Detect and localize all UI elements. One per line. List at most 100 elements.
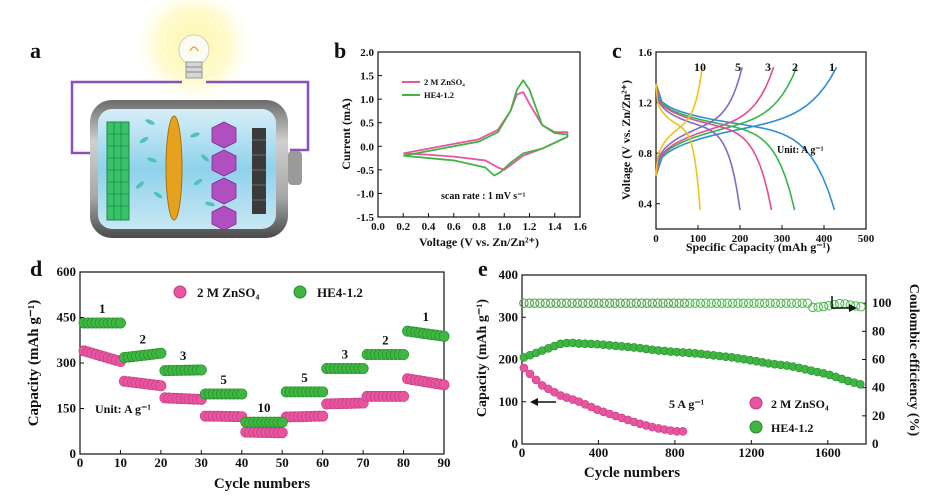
chart-d-annotation: Unit: A g⁻¹ — [95, 402, 151, 416]
curve-label-3: 3 — [765, 60, 771, 74]
e-ce-point-1-906 — [690, 298, 700, 308]
c-ytick-2: 0.8 — [638, 148, 652, 160]
c-discharge-curve-3 — [655, 83, 741, 211]
e-ce-point-1-514 — [615, 298, 625, 308]
b-series-line-1 — [403, 79, 569, 177]
d-xtick-0: 0 — [77, 455, 84, 470]
d-xtick-9: 90 — [438, 455, 451, 470]
e-ce-point-1-1410 — [786, 298, 797, 308]
e-y2tick-5: 0 — [872, 436, 879, 451]
d-point-1-60 — [317, 386, 329, 398]
legend-label-b-0: 2 M ZnSO₄ — [424, 77, 465, 87]
e-ce-point-1-710 — [652, 298, 663, 308]
c-charge-curve-2 — [655, 66, 775, 177]
chart-e-series — [519, 298, 866, 436]
e-cap-point-0-842 — [678, 427, 688, 436]
e-ce-point-1-150 — [545, 298, 556, 308]
e-ce-point-1-1242 — [754, 298, 765, 308]
c-ytick-0: 1.6 — [638, 47, 652, 59]
panel-e-letter: e — [478, 256, 488, 281]
e-ce-point-1-10 — [519, 298, 529, 308]
e-xtick-3: 1200 — [738, 445, 764, 460]
d-rate-label-3: 5 — [220, 372, 227, 387]
legend-label-e-1: HE4-1.2 — [771, 421, 813, 435]
e-xtick-2: 800 — [665, 445, 685, 460]
chart-c-ticks: 0 100 200 300 400 500 1.6 1.2 0.8 0.4 — [638, 47, 875, 245]
e-ce-point-1-458 — [604, 298, 615, 308]
c-ytick-3: 0.4 — [638, 199, 652, 211]
e-cap-point-0-10 — [519, 363, 529, 373]
e-xtick-4: 1600 — [815, 445, 841, 460]
d-xtick-2: 20 — [154, 455, 167, 470]
legend-swatch-d-1 — [293, 285, 307, 299]
e-cap-point-0-74 — [531, 375, 541, 385]
d-ytick-1: 450 — [57, 310, 77, 325]
d-ytick-0: 600 — [57, 264, 77, 279]
d-point-1-80 — [398, 349, 410, 361]
b-xtick-7: 1.4 — [548, 221, 562, 233]
curve-label-1: 1 — [829, 60, 835, 74]
e-ce-point-1-682 — [647, 298, 658, 308]
e-cap-point-0-42 — [525, 369, 535, 379]
e-ce-point-1-1522 — [808, 302, 818, 313]
b-xtick-1: 0.2 — [396, 221, 410, 233]
chart-b-ylabel: Current (mA) — [339, 98, 353, 169]
d-rate-label-6: 3 — [342, 346, 349, 361]
d-ytick-3: 150 — [57, 401, 77, 416]
chart-c-xlabel: Specific Capacity (mAh g⁻¹) — [686, 240, 830, 254]
e-ce-point-1-374 — [588, 298, 599, 308]
e-ce-point-1-1158 — [738, 298, 749, 308]
e-y2tick-2: 60 — [872, 352, 885, 367]
e-ce-point-1-990 — [706, 298, 716, 308]
d-rate-label-5: 5 — [301, 370, 308, 385]
e-ce-point-1-1466 — [797, 298, 807, 308]
chart-d-xlabel: Cycle numbers — [214, 476, 310, 492]
e-ce-point-1-626 — [636, 298, 647, 308]
panel-a: a — [30, 0, 310, 238]
e-ce-point-1-1018 — [711, 298, 722, 308]
arrow-right-ce — [831, 296, 852, 309]
curve-label-10: 10 — [694, 60, 706, 74]
chart-c-curve-labels: 10 5 3 2 1 — [694, 60, 835, 74]
e-ytick-0: 400 — [499, 267, 519, 282]
chart-c-series — [655, 66, 838, 211]
d-point-0-80 — [398, 390, 410, 402]
b-ytick-7: -1.5 — [357, 212, 375, 224]
light-bulb-icon — [178, 34, 210, 79]
panel-d-letter: d — [30, 256, 42, 281]
legend-swatch-e-0 — [749, 396, 763, 410]
e-ce-point-1-66 — [529, 298, 540, 308]
d-xtick-5: 50 — [276, 455, 289, 470]
c-charge-curve-4 — [655, 67, 703, 176]
chart-e-annotation: 5 A g⁻¹ — [669, 397, 705, 411]
chart-d-series — [78, 317, 450, 439]
d-ytick-4: 0 — [70, 446, 77, 461]
d-point-0-50 — [276, 427, 288, 439]
e-ce-point-1-94 — [535, 298, 545, 308]
d-rate-label-8: 1 — [423, 309, 430, 324]
e-ytick-4: 0 — [512, 436, 519, 451]
panel-a-letter: a — [30, 38, 41, 63]
chart-c-annotation: Unit: A g⁻¹ — [777, 145, 824, 156]
d-point-1-20 — [155, 347, 167, 359]
e-ce-point-1-290 — [572, 298, 583, 308]
chart-b-legend: 2 M ZnSO₄ HE4-1.2 — [402, 77, 465, 100]
curve-label-2: 2 — [792, 60, 798, 74]
b-ytick-4: 0.0 — [360, 141, 374, 153]
panel-c-letter: c — [612, 38, 622, 63]
b-ytick-6: -1.0 — [357, 188, 375, 200]
chart-e-ylabel: Capacity (mAh g⁻¹) — [475, 299, 490, 417]
e-ce-point-1-122 — [540, 298, 551, 308]
b-xtick-3: 0.6 — [447, 221, 461, 233]
d-rate-label-1: 2 — [139, 331, 146, 346]
panel-b-letter: b — [334, 38, 346, 63]
e-ce-point-1-234 — [562, 298, 572, 308]
d-xtick-7: 70 — [357, 455, 370, 470]
d-point-0-90 — [438, 379, 450, 391]
d-xtick-1: 10 — [114, 455, 127, 470]
d-xtick-6: 60 — [316, 455, 329, 470]
battery-cell-icon — [90, 100, 302, 238]
e-ce-point-1-822 — [674, 298, 684, 308]
chart-e-xlabel: Cycle numbers — [584, 465, 680, 481]
e-ce-point-1-738 — [658, 298, 668, 308]
